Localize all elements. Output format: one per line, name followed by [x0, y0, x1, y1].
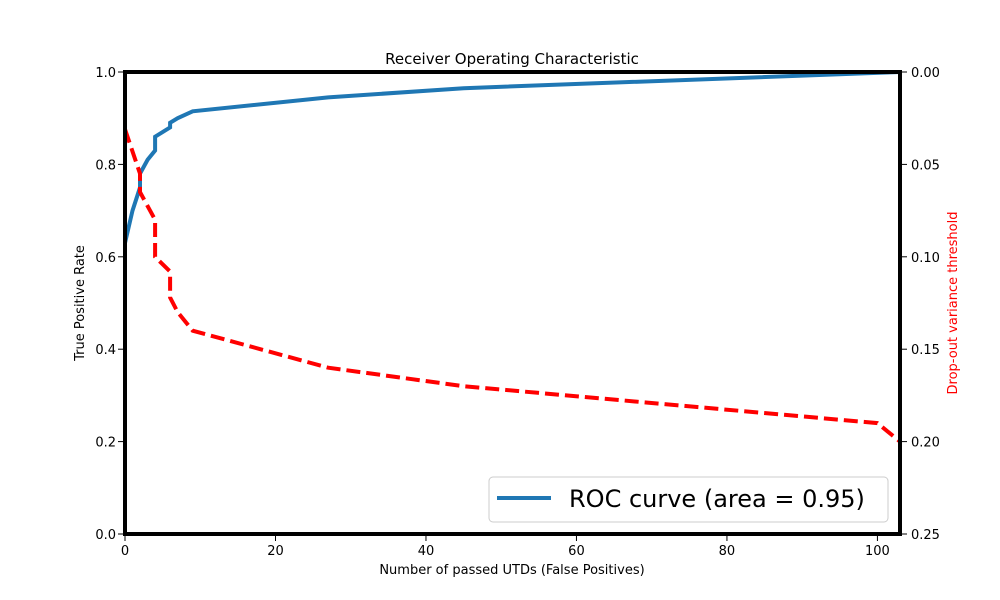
y-tick-label: 0.8	[95, 158, 116, 173]
x-tick-label: 0	[121, 544, 129, 559]
y-tick-label: 0.6	[95, 251, 116, 266]
x-tick-label: 40	[418, 544, 435, 559]
y2-tick-label: 0.10	[911, 251, 940, 266]
x-tick-label: 60	[568, 544, 585, 559]
x-tick-label: 100	[865, 544, 890, 559]
legend: ROC curve (area = 0.95)	[488, 476, 889, 523]
x-tick-label: 80	[719, 544, 736, 559]
y-axis-label: True Positive Rate	[73, 245, 88, 362]
legend-box	[488, 476, 889, 523]
y-tick-label: 0.2	[95, 436, 116, 451]
plot-area	[123, 70, 902, 536]
plot-frame	[123, 70, 902, 536]
y-tick-label: 0.0	[95, 528, 116, 543]
y2-axis-ticks: 0.00 0.05 0.10 0.15 0.20 0.25	[902, 66, 940, 543]
series-line-0	[123, 70, 901, 244]
legend-label-roc: ROC curve (area = 0.95)	[569, 485, 865, 513]
y2-axis-label: Drop-out variance threshold	[946, 212, 961, 395]
x-axis-label: Number of passed UTDs (False Positives)	[379, 563, 644, 578]
x-tick-label: 20	[267, 544, 284, 559]
x-axis-ticks: 0 20 40 60 80 100	[121, 536, 890, 559]
y2-tick-label: 0.20	[911, 436, 940, 451]
y2-tick-label: 0.25	[911, 528, 940, 543]
y2-tick-label: 0.15	[911, 343, 940, 358]
y-tick-label: 1.0	[95, 66, 116, 81]
y-axis-ticks: 0.0 0.2 0.4 0.6 0.8 1.0	[95, 66, 123, 543]
y2-tick-label: 0.00	[911, 66, 940, 81]
chart-title: Receiver Operating Characteristic	[385, 50, 639, 68]
y2-tick-label: 0.05	[911, 158, 940, 173]
y-tick-label: 0.4	[95, 343, 116, 358]
series-line-1	[123, 128, 902, 444]
